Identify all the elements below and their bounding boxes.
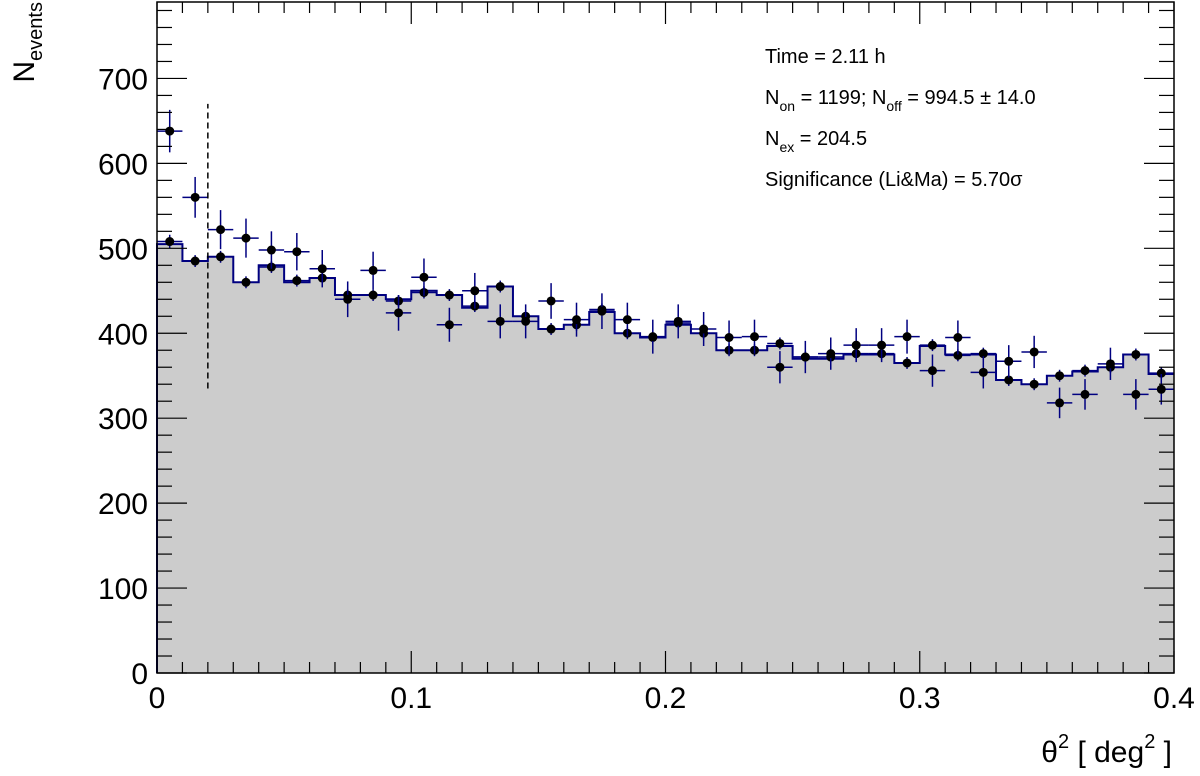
on-point: [996, 345, 1022, 378]
y-axis-title: Nevents: [8, 2, 47, 83]
off-point: [487, 280, 513, 293]
off-point: [207, 250, 234, 263]
on-point: [945, 320, 971, 355]
on-point: [1072, 379, 1098, 410]
axis-titles: θ2 [ deg2 ] Nevents: [8, 2, 1172, 769]
on-point: [436, 307, 463, 342]
x-tick-label: 0.1: [390, 682, 432, 715]
y-tick-label: 0: [131, 658, 148, 691]
on-point: [792, 340, 819, 374]
on-point: [538, 283, 564, 319]
on-point: [1021, 335, 1047, 369]
on-point: [868, 328, 895, 363]
on-point: [1046, 387, 1073, 419]
off-point: [919, 339, 946, 352]
on-point: [563, 302, 590, 337]
on-point: [334, 281, 361, 318]
on-point: [690, 312, 717, 346]
x-tick-label: 0.4: [1153, 682, 1195, 715]
off-point: [284, 274, 310, 287]
on-point: [767, 351, 793, 384]
on-point: [589, 293, 615, 330]
off-point: [233, 276, 259, 289]
off-point: [538, 323, 564, 335]
on-point: [360, 251, 386, 290]
on-point: [512, 304, 539, 339]
on-point: [284, 233, 310, 271]
on-point: [182, 176, 208, 218]
on-point: [741, 319, 768, 354]
on-point: [233, 218, 259, 258]
off-histogram-fill: [157, 244, 1174, 673]
off-point: [1046, 369, 1073, 382]
on-point: [716, 320, 742, 355]
annotation-line: Time = 2.11 h: [765, 46, 886, 68]
x-tick-label: 0.3: [899, 682, 941, 715]
y-tick-label: 600: [98, 148, 148, 181]
on-point: [1097, 347, 1124, 380]
y-tick-label: 300: [98, 403, 148, 436]
off-point: [1021, 378, 1047, 391]
annotation-box: Time = 2.11 h Non = 1199; Noff = 994.5 ± …: [765, 46, 1036, 191]
x-tick-label: 0: [149, 682, 166, 715]
off-point: [182, 255, 208, 268]
on-point: [487, 304, 513, 339]
on-point: [919, 354, 946, 387]
on-point: [411, 258, 437, 296]
y-tick-label: 400: [98, 318, 148, 351]
plot-area: [156, 103, 1174, 673]
annotation-line: Non = 1199; Noff = 994.5 ± 14.0: [765, 87, 1036, 114]
y-tick-label: 700: [98, 63, 148, 96]
y-tick-label: 200: [98, 488, 148, 521]
on-point: [665, 304, 691, 339]
on-point: [640, 319, 666, 354]
on-point: [843, 328, 869, 363]
on-point: [1148, 374, 1174, 405]
on-point: [462, 272, 488, 309]
x-tick-label: 0.2: [645, 682, 687, 715]
on-point: [207, 210, 234, 250]
axes: 0 0.1 0.2 0.3 0.4 0 100 200 300 400 500 600 700: [98, 1, 1195, 715]
on-point: [970, 356, 997, 389]
off-point: [1123, 348, 1149, 361]
on-point: [385, 295, 412, 331]
off-point: [436, 289, 463, 301]
off-point: [1072, 364, 1098, 377]
off-point: [894, 357, 920, 369]
annotation-line: Significance (Li&Ma) = 5.70σ: [765, 169, 1023, 191]
off-point: [157, 234, 183, 249]
y-tick-label: 100: [98, 573, 148, 606]
on-point: [258, 231, 285, 269]
on-point: [309, 250, 335, 288]
x-axis-title: θ2 [ deg2 ]: [1041, 731, 1172, 769]
on-point: [614, 302, 641, 337]
on-point: [894, 319, 920, 354]
off-point: [360, 289, 386, 301]
on-point: [1123, 379, 1149, 410]
off-point: [767, 337, 793, 350]
on-point: [818, 337, 844, 370]
annotation-line: Nex = 204.5: [765, 128, 867, 155]
y-tick-label: 500: [98, 233, 148, 266]
